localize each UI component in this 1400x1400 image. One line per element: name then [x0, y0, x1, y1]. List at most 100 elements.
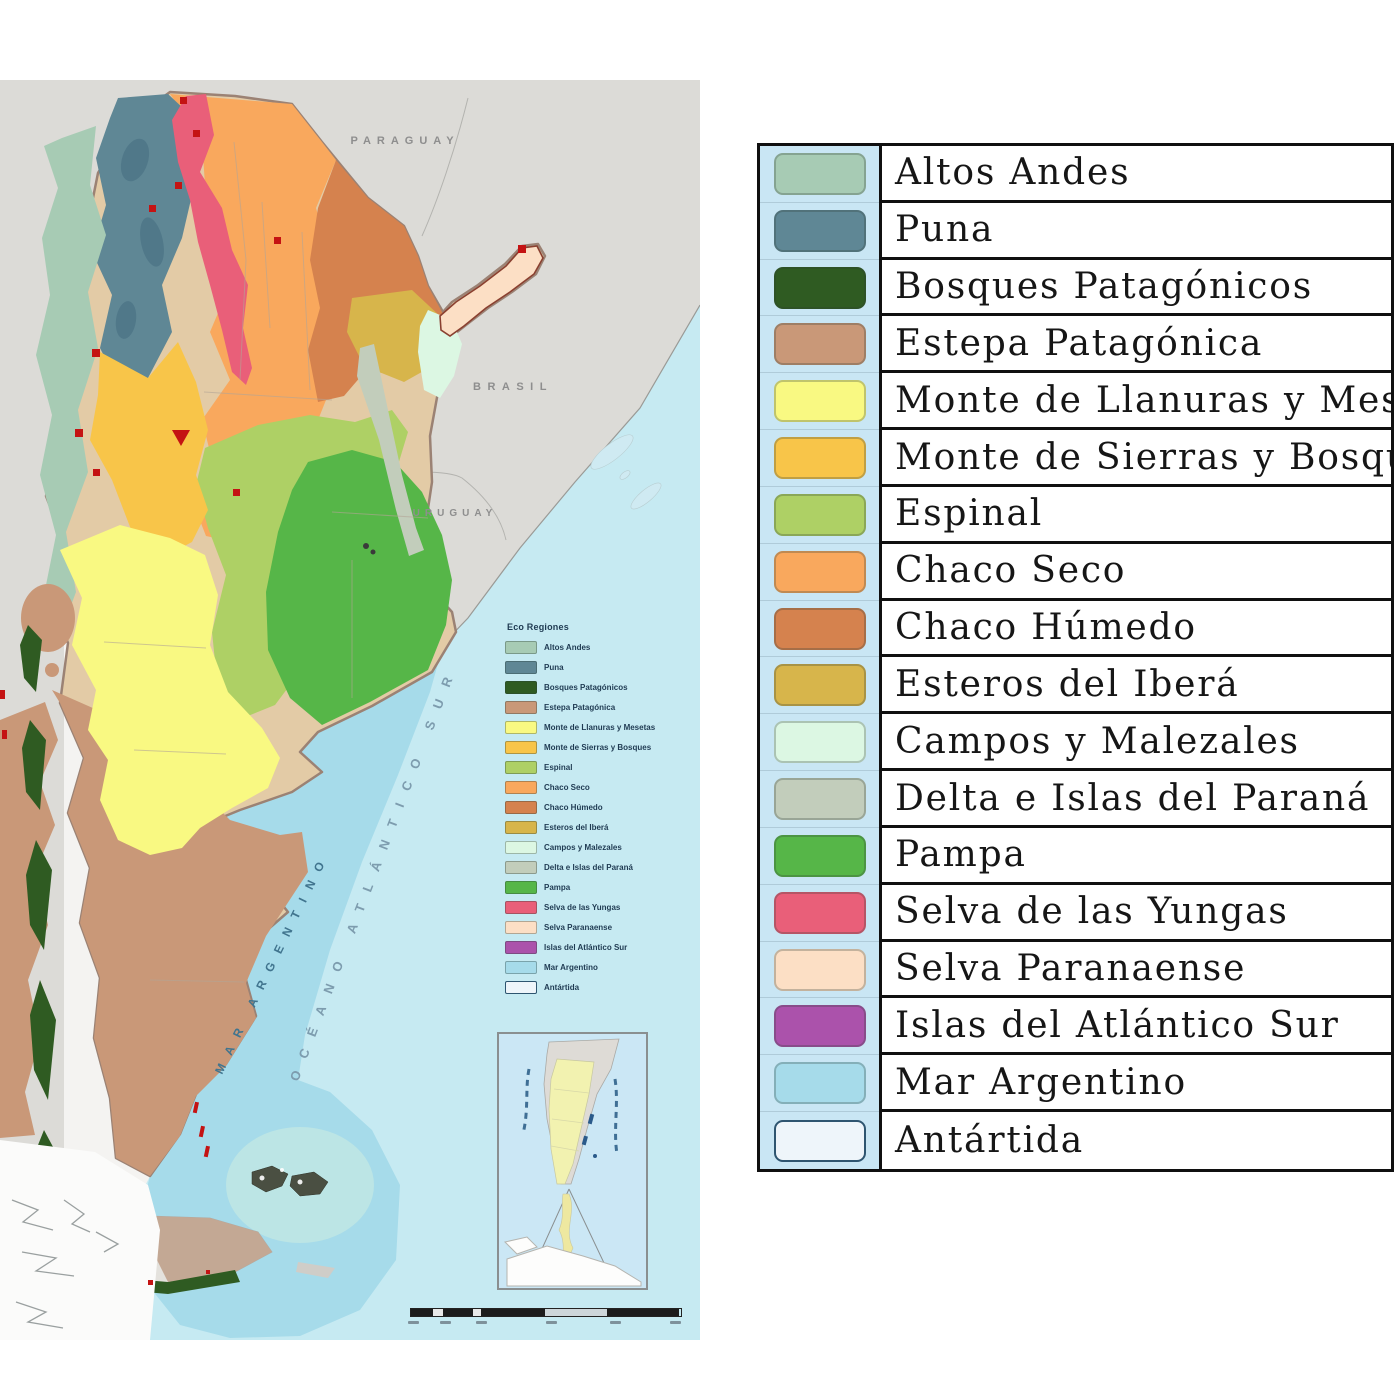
legend-label: Estepa Patagónica: [895, 322, 1264, 364]
map-legend-item: Monte de Sierras y Bosques: [505, 737, 701, 757]
legend-swatch: [773, 721, 866, 764]
legend-label: Delta e Islas del Paraná: [895, 777, 1371, 819]
map-legend-swatch: [505, 720, 537, 734]
legend-swatch: [773, 152, 866, 195]
inset-meridian-lines: [521, 1068, 619, 1155]
map-legend-item: Pampa: [505, 877, 701, 897]
legend-label: Chaco Seco: [895, 550, 1127, 592]
map-legend-item: Antártida: [505, 977, 701, 997]
legend-label: Pampa: [895, 834, 1027, 876]
legend-row: Estepa Patagónica: [882, 316, 1391, 374]
map-legend-swatch: [505, 800, 537, 814]
map-legend-swatch: [505, 940, 537, 954]
legend-row: Puna: [882, 203, 1391, 260]
legend-swatch: [773, 664, 866, 707]
region-altos-andes: [36, 126, 106, 640]
legend-label: Puna: [895, 209, 995, 251]
region-selva-de-las-yungas: [172, 94, 252, 385]
legend-swatch: [773, 266, 866, 309]
sea-mar-argentino: [140, 612, 456, 1338]
legend-row: Campos y Malezales: [882, 714, 1391, 772]
region-delta-islas-parana: [357, 344, 424, 556]
map-legend-item: Puna: [505, 657, 701, 677]
argentina-ecoregions-map: PARAGUAY BRASIL URUGUAY MAR ARGENTINO OC…: [0, 80, 700, 1340]
region-estepa-west: [0, 702, 58, 1138]
legend-label: Chaco Húmedo: [895, 607, 1197, 649]
map-legend-swatch: [505, 960, 537, 974]
map-legend-item: Selva de las Yungas: [505, 897, 701, 917]
legend-label: Altos Andes: [895, 152, 1131, 194]
legend-swatch: [773, 1119, 866, 1162]
map-legend-swatch: [505, 760, 537, 774]
inset-canvas: [504, 1038, 642, 1287]
legend-row: Chaco Seco: [882, 544, 1391, 601]
map-legend-swatch: [505, 640, 537, 654]
legend-label-column: Altos Andes Puna Bosques Patagónicos Est…: [879, 146, 1391, 1169]
legend-swatch-strip: [760, 146, 879, 1169]
legend-row: Espinal: [882, 487, 1391, 544]
label-uruguay: URUGUAY: [413, 508, 498, 519]
map-legend-swatch: [505, 660, 537, 674]
map-legend-item: Delta e Islas del Paraná: [505, 857, 701, 877]
islas-malvinas: [251, 1165, 329, 1197]
legend-label: Esteros del Iberá: [895, 663, 1240, 705]
region-monte-llanuras: [60, 525, 280, 855]
map-legend-item: Bosques Patagónicos: [505, 677, 701, 697]
legend-swatch: [773, 834, 866, 877]
map-legend-item: Monte de Llanuras y Mesetas: [505, 717, 701, 737]
label-paraguay: PARAGUAY: [350, 135, 459, 147]
legend-row: Bosques Patagónicos: [882, 260, 1391, 317]
brazil-coastline: [444, 304, 700, 643]
inset-sea-dots: [581, 1113, 597, 1158]
inset-argentina-lines: [550, 1088, 590, 1152]
chilean-fjords: [0, 1140, 160, 1340]
legend-swatch: [773, 607, 866, 650]
legend-label: Espinal: [895, 493, 1044, 535]
legend-label: Selva de las Yungas: [895, 891, 1289, 933]
legend-row: Islas del Atlántico Sur: [882, 998, 1391, 1056]
map-legend-swatch: [505, 900, 537, 914]
puna-texture: [115, 138, 164, 339]
scale-bar: [408, 1308, 682, 1327]
legend-table: Altos Andes Puna Bosques Patagónicos Est…: [757, 143, 1394, 1172]
map-legend-swatch: [505, 740, 537, 754]
legend-label: Monte de Sierras y Bosques: [895, 436, 1391, 478]
legend-swatch: [773, 323, 866, 366]
scale-bar-ticks: [408, 1319, 682, 1327]
legend-row: Antártida: [882, 1112, 1391, 1169]
legend-swatch: [773, 1062, 866, 1105]
scale-bar-segments: [410, 1308, 682, 1317]
map-legend-swatch: [505, 820, 537, 834]
province-borders: [103, 141, 429, 983]
legend-label: Islas del Atlántico Sur: [895, 1004, 1340, 1046]
inset-antarctica: [504, 1236, 642, 1287]
map-legend-swatch: [505, 840, 537, 854]
map-legend-item: Campos y Malezales: [505, 837, 701, 857]
legend-swatch: [773, 891, 866, 934]
map-legend-item: Espinal: [505, 757, 701, 777]
legend-swatch: [773, 493, 866, 536]
legend-label: Mar Argentino: [895, 1061, 1187, 1103]
map-inner-legend: Eco Regiones Altos Andes Puna Bosques Pa…: [505, 622, 701, 997]
legend-row: Monte de Llanuras y Mesetas: [882, 373, 1391, 431]
legend-swatch: [773, 1005, 866, 1048]
lagoa-dos-patos: [590, 434, 662, 510]
legend-label: Antártida: [895, 1120, 1085, 1162]
legend-row: Esteros del Iberá: [882, 657, 1391, 715]
map-legend-swatch: [505, 860, 537, 874]
label-brasil: BRASIL: [473, 381, 553, 393]
map-legend-item: Mar Argentino: [505, 957, 701, 977]
map-legend-item: Altos Andes: [505, 637, 701, 657]
legend-label: Monte de Llanuras y Mesetas: [895, 379, 1391, 421]
map-canvas: PARAGUAY BRASIL URUGUAY MAR ARGENTINO OC…: [0, 80, 700, 1340]
map-legend-item: Islas del Atlántico Sur: [505, 937, 701, 957]
map-legend-swatch: [505, 980, 537, 994]
legend-row: Delta e Islas del Paraná: [882, 771, 1391, 828]
legend-swatch: [773, 380, 866, 423]
map-legend-swatch: [505, 700, 537, 714]
map-inner-legend-title: Eco Regiones: [507, 622, 569, 632]
legend-swatch: [773, 778, 866, 821]
legend-label: Selva Paranaense: [895, 948, 1247, 990]
map-legend-swatch: [505, 880, 537, 894]
